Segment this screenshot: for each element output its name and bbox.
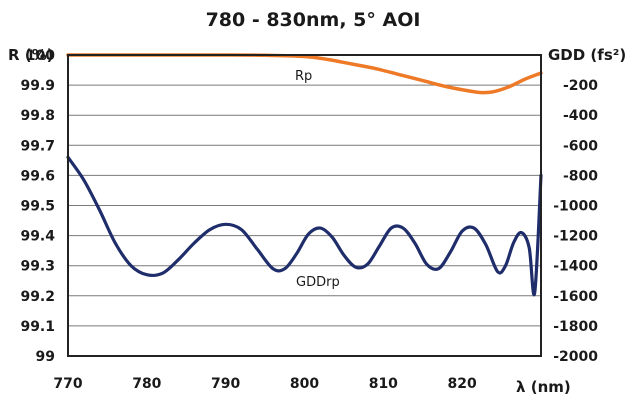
y-tick-left: 99.6: [20, 168, 55, 184]
y-tick-left: 99.4: [20, 229, 55, 245]
y-axis-left-label: R (%): [8, 46, 54, 64]
y-tick-left: 99.8: [20, 108, 55, 124]
y-tick-right: -600: [563, 138, 598, 154]
x-tick: 810: [369, 376, 398, 392]
y-tick-right: -1600: [553, 289, 598, 305]
y-tick-right: -1200: [553, 229, 598, 245]
series-label-rp: Rp: [295, 69, 312, 84]
plot-frame: [67, 54, 542, 357]
y-tick-left: 99.2: [20, 289, 55, 305]
y-tick-right: -1400: [553, 259, 598, 275]
y-tick-left: 100: [26, 48, 55, 64]
y-tick-left: 99.9: [20, 78, 55, 94]
series-layer: [66, 53, 543, 297]
y-tick-right: -200: [563, 78, 598, 94]
x-tick: 770: [53, 376, 82, 392]
y-tick-right: -1800: [553, 319, 598, 335]
y-ticks-right: -2000 -1800 -1600 -1400 -1200 -1000 -800 -600 -4…: [553, 78, 598, 365]
x-tick: 780: [132, 376, 161, 392]
y-tick-left: 99.3: [20, 259, 55, 275]
y-tick-right: -800: [563, 168, 598, 184]
x-tick: 820: [448, 376, 477, 392]
series-label-gddrp: GDDrp: [296, 275, 340, 290]
y-tick-left: 99.7: [20, 138, 55, 154]
y-tick-right: -2000: [553, 349, 598, 365]
y-ticks-left: 99 99.1 99.2 99.3 99.4 99.5 99.6 99.7 99.8 99.9 10…: [20, 48, 55, 365]
y-axis-right-label: GDD (fs²): [548, 46, 626, 64]
y-tick-left: 99: [36, 349, 55, 365]
y-tick-left: 99.1: [20, 319, 55, 335]
chart-title: 780 - 830nm, 5° AOI: [206, 9, 421, 31]
x-tick: 800: [290, 376, 319, 392]
x-axis-label: λ (nm): [516, 378, 571, 396]
y-tick-left: 99.5: [20, 199, 55, 215]
x-tick: 790: [211, 376, 240, 392]
grid-lines: [68, 84, 541, 327]
y-tick-right: -1000: [553, 199, 598, 215]
y-tick-right: -400: [563, 108, 598, 124]
series-line-gddrp: [66, 155, 543, 297]
x-ticks: 770 780 790 800 810 820: [53, 376, 477, 392]
